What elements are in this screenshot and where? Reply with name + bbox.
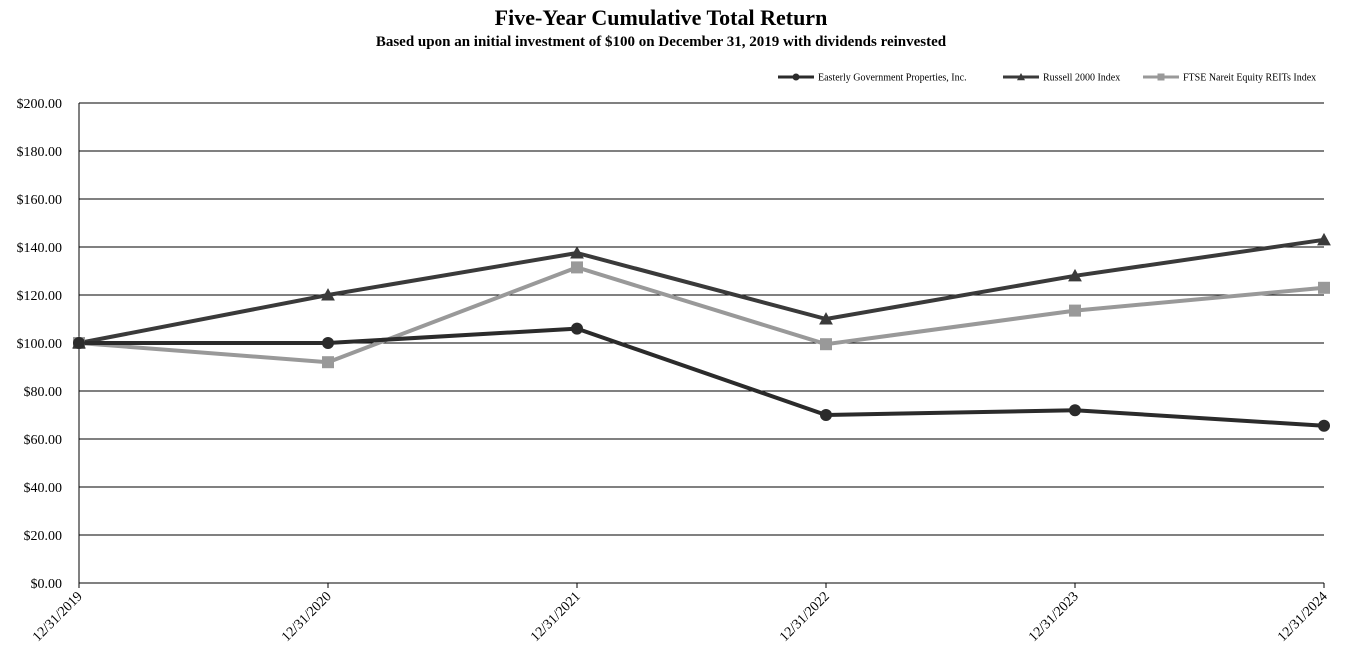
- data-point: [570, 246, 584, 259]
- x-axis: 12/31/2019 12/31/2020 12/31/2021 12/31/2022…: [30, 583, 1331, 645]
- y-tick-label: $100.00: [17, 337, 63, 352]
- data-point: [1318, 281, 1330, 294]
- series-line-0: [77, 326, 1326, 428]
- chart-title: Five-Year Cumulative Total Return: [495, 5, 828, 30]
- y-tick-label: $80.00: [24, 385, 63, 400]
- data-point: [1318, 419, 1330, 432]
- data-point: [322, 337, 334, 349]
- data-point: [1157, 73, 1165, 81]
- data-point: [1016, 72, 1026, 81]
- y-tick-label: $20.00: [24, 529, 63, 544]
- series-line-1: [77, 237, 1326, 345]
- chart-subtitle: Based upon an initial investment of $100…: [376, 34, 947, 50]
- data-point: [819, 312, 833, 325]
- series-markers-1: [72, 232, 1331, 349]
- x-tick-label: 12/31/2021: [528, 589, 584, 645]
- x-tick-label: 12/31/2019: [30, 589, 86, 645]
- y-tick-label: $0.00: [31, 577, 63, 592]
- data-point: [571, 261, 583, 274]
- data-point: [792, 73, 800, 81]
- y-tick-label: $120.00: [17, 289, 63, 304]
- x-tick-label: 12/31/2023: [1026, 589, 1082, 645]
- y-tick-label: $200.00: [17, 97, 63, 112]
- data-point: [1068, 268, 1082, 282]
- x-tick-label: 12/31/2020: [279, 589, 335, 645]
- series-line-2: [77, 265, 1326, 365]
- legend-item-2: FTSE Nareit Equity REITs Index: [1143, 73, 1316, 84]
- data-point: [322, 356, 334, 369]
- legend-label: Russell 2000 Index: [1043, 73, 1120, 84]
- series-markers-0: [73, 322, 1330, 432]
- data-point: [321, 288, 335, 301]
- y-tick-label: $60.00: [24, 433, 63, 448]
- legend-label: Easterly Government Properties, Inc.: [818, 73, 967, 84]
- series-lines: [77, 237, 1326, 428]
- x-tick-label: 12/31/2022: [777, 589, 833, 645]
- series-markers: [72, 232, 1331, 432]
- series-markers-2: [73, 261, 1330, 369]
- y-axis: $0.00 $20.00 $40.00 $60.00 $80.00 $100.00 $120…: [17, 97, 80, 592]
- data-point: [571, 322, 583, 335]
- legend-label: FTSE Nareit Equity REITs Index: [1183, 73, 1316, 84]
- legend-item-1: Russell 2000 Index: [1003, 73, 1120, 84]
- data-point: [1069, 304, 1081, 317]
- y-tick-label: $140.00: [17, 241, 63, 256]
- y-tick-label: $40.00: [24, 481, 63, 496]
- y-tick-label: $160.00: [17, 193, 63, 208]
- data-point: [820, 409, 832, 421]
- legend: Easterly Government Properties, Inc. Russ…: [778, 73, 1316, 84]
- data-point: [1317, 232, 1331, 246]
- data-point: [1069, 404, 1081, 417]
- legend-item-0: Easterly Government Properties, Inc.: [778, 73, 967, 84]
- data-point: [820, 338, 832, 351]
- data-point: [73, 337, 85, 349]
- y-tick-label: $180.00: [17, 145, 63, 160]
- x-tick-label: 12/31/2024: [1275, 589, 1331, 645]
